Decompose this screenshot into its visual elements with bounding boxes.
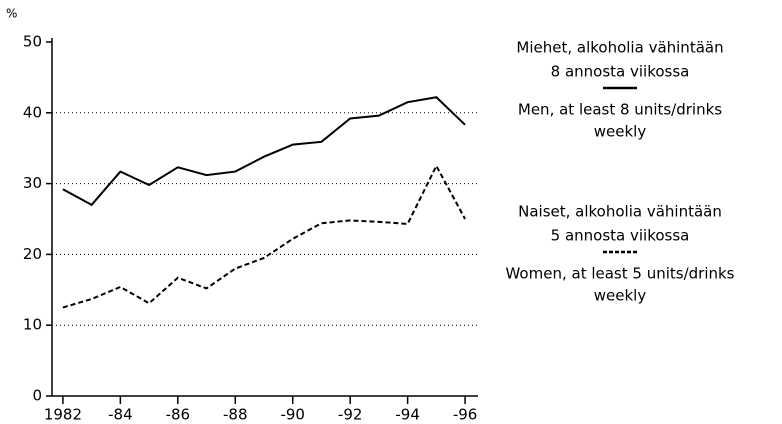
legend-label: Women, at least 5 units/drinks xyxy=(505,265,734,283)
legend-label: weekly xyxy=(594,123,647,141)
y-tick-label: 0 xyxy=(32,387,42,405)
x-tick-label: -94 xyxy=(395,406,420,424)
legend-label: 8 annosta viikossa xyxy=(551,63,690,81)
legend-label: Men, at least 8 units/drinks xyxy=(518,101,722,119)
x-tick-label: -88 xyxy=(223,406,248,424)
series-line xyxy=(62,163,466,309)
x-tick-label: -92 xyxy=(338,406,363,424)
y-tick-label: 40 xyxy=(23,103,42,121)
y-tick-label: 20 xyxy=(23,245,42,263)
y-tick-label: 30 xyxy=(23,174,42,192)
x-tick-label: -86 xyxy=(166,406,191,424)
y-tick-label: 50 xyxy=(23,33,42,51)
series-line xyxy=(62,96,466,207)
x-tick-label: 1982 xyxy=(44,406,82,424)
legend-label: Miehet, alkoholia vähintään xyxy=(516,39,723,57)
x-tick-label: -90 xyxy=(280,406,305,424)
y-tick-label: 10 xyxy=(23,316,42,334)
x-tick-label: -84 xyxy=(108,406,133,424)
legend-label: weekly xyxy=(594,287,647,305)
legend-label: 5 annosta viikossa xyxy=(551,227,690,245)
x-tick-label: -96 xyxy=(453,406,478,424)
y-axis-label: % xyxy=(6,7,17,21)
legend-label: Naiset, alkoholia vähintään xyxy=(518,203,722,221)
